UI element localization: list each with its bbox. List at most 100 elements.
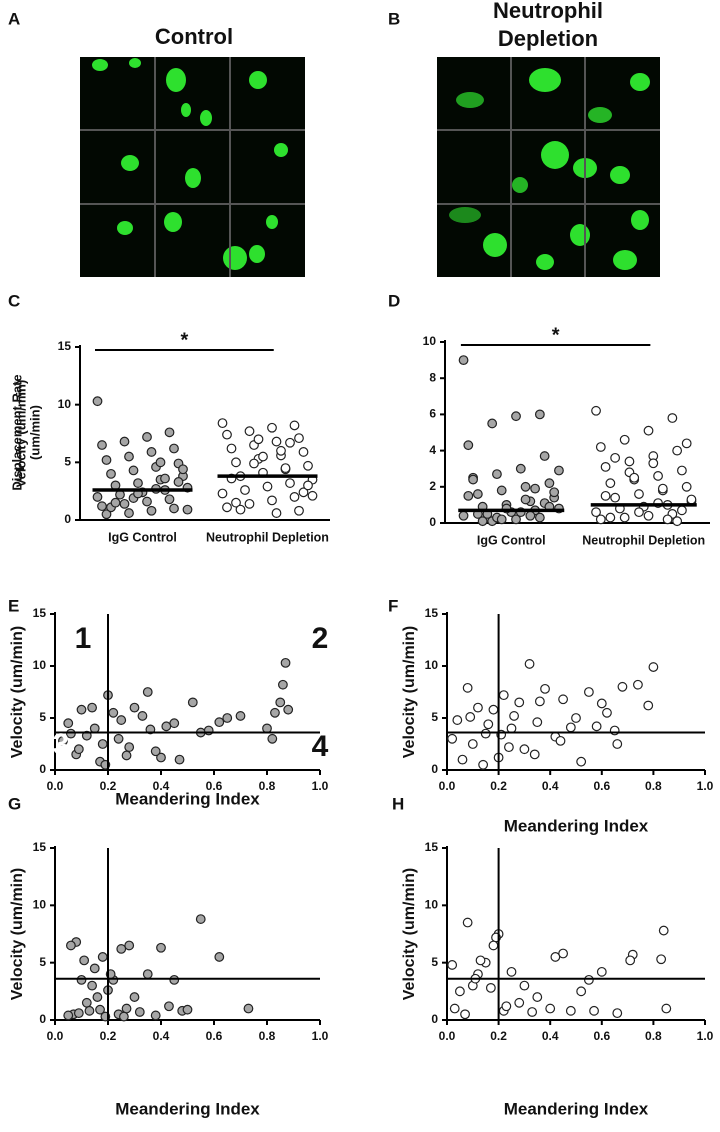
data-point xyxy=(124,940,135,951)
data-point xyxy=(480,728,491,739)
y-tick-label: 4 xyxy=(429,443,436,457)
data-point xyxy=(195,914,206,924)
data-point xyxy=(101,509,112,520)
x-tick-label: 0.0 xyxy=(47,779,64,793)
data-point xyxy=(524,659,535,669)
data-point xyxy=(619,512,630,523)
data-point xyxy=(161,721,172,732)
data-point xyxy=(267,733,278,744)
data-point xyxy=(504,742,514,753)
data-point xyxy=(155,457,166,468)
data-point xyxy=(267,422,277,433)
y-tick-label: 10 xyxy=(33,898,47,912)
y-axis-label: Velocity (um/min) xyxy=(401,868,418,1000)
data-point xyxy=(97,952,108,962)
x-tick-label: 1.0 xyxy=(312,779,329,793)
data-point xyxy=(182,1004,193,1015)
data-point xyxy=(63,1010,74,1021)
data-point xyxy=(576,986,587,997)
quadrant-label: 2 xyxy=(312,622,329,655)
data-point xyxy=(498,690,509,701)
data-point xyxy=(589,1005,599,1016)
data-point xyxy=(554,465,564,476)
x-tick-label: Neutrophil Depletion xyxy=(582,533,705,547)
data-point xyxy=(133,478,143,488)
data-point xyxy=(449,1003,460,1014)
data-point xyxy=(275,697,286,708)
y-tick-label: 15 xyxy=(425,840,439,854)
data-point xyxy=(447,960,458,970)
x-tick-label: 0.4 xyxy=(542,1029,559,1043)
data-point xyxy=(121,750,132,761)
data-point xyxy=(602,707,612,718)
y-tick-label: 5 xyxy=(431,710,438,724)
panel-label: G xyxy=(8,794,21,813)
x-axis-label: Meandering Index xyxy=(504,816,649,835)
data-point xyxy=(92,992,103,1002)
y-tick-label: 5 xyxy=(64,455,71,469)
y-axis-label: Velocity (um/min) xyxy=(9,868,26,1000)
data-point xyxy=(591,721,602,732)
y-tick-label: 6 xyxy=(429,407,436,421)
panel-label: A xyxy=(8,9,20,28)
data-point xyxy=(231,497,241,508)
data-point xyxy=(271,508,282,518)
data-point xyxy=(527,1007,538,1017)
x-tick-label: 0.4 xyxy=(542,779,559,793)
data-point xyxy=(84,1005,95,1016)
data-point xyxy=(656,954,667,965)
data-point xyxy=(65,940,76,951)
x-tick-label: 0.2 xyxy=(490,1029,507,1043)
data-point xyxy=(116,715,127,725)
data-point xyxy=(108,707,119,718)
data-point xyxy=(549,487,560,498)
data-point xyxy=(217,488,228,499)
data-point xyxy=(244,498,255,509)
data-point xyxy=(667,413,678,423)
data-point xyxy=(672,445,683,456)
panel-label: F xyxy=(388,596,398,615)
panel-label: E xyxy=(8,596,19,615)
significance-mark: * xyxy=(180,329,188,351)
y-tick-label: 0 xyxy=(431,1012,438,1026)
data-point xyxy=(530,483,540,494)
data-point xyxy=(156,752,166,763)
data-point xyxy=(97,440,107,450)
y-tick-label: 10 xyxy=(425,898,439,912)
data-point xyxy=(249,458,259,469)
data-point xyxy=(276,445,286,456)
data-point xyxy=(550,952,561,962)
data-point xyxy=(648,458,659,469)
data-point xyxy=(142,496,152,507)
data-point xyxy=(478,759,489,770)
data-point xyxy=(110,497,121,508)
data-point xyxy=(672,516,683,527)
data-point xyxy=(658,925,669,936)
panel-label: B xyxy=(388,9,400,28)
data-point xyxy=(514,697,525,708)
x-tick-label: Neutrophil Depletion xyxy=(206,530,329,544)
data-point xyxy=(571,713,581,723)
data-point xyxy=(496,485,507,496)
x-tick-label: IgG Control xyxy=(477,533,546,547)
significance-mark: * xyxy=(552,324,560,346)
data-point xyxy=(164,1001,174,1012)
data-point xyxy=(612,1008,623,1019)
data-point xyxy=(511,514,521,525)
data-point xyxy=(591,405,601,416)
x-tick-label: IgG Control xyxy=(108,530,177,544)
data-point xyxy=(661,1003,672,1014)
data-point xyxy=(612,739,623,749)
data-point xyxy=(173,477,184,487)
data-point xyxy=(681,481,692,492)
data-point xyxy=(156,942,166,953)
data-point xyxy=(92,396,103,407)
data-point xyxy=(506,723,517,734)
data-point xyxy=(576,756,587,767)
y-tick-label: 5 xyxy=(39,710,46,724)
x-tick-label: 0.6 xyxy=(593,1029,610,1043)
x-tick-label: 0.2 xyxy=(490,779,507,793)
x-tick-label: 0.4 xyxy=(153,779,170,793)
data-point xyxy=(525,510,536,521)
data-point xyxy=(625,955,636,966)
